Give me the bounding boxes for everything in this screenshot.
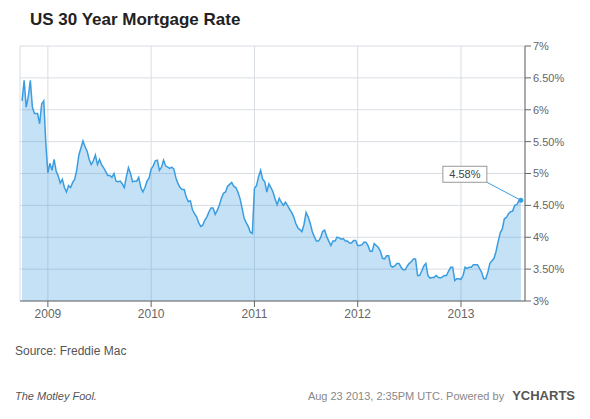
svg-text:4.58%: 4.58% <box>449 168 480 180</box>
html-text:The Motley Fool.: The Motley Fool. <box>15 389 97 402</box>
html-text:US 30 Year Mortgage Rate: US 30 Year Mortgage Rate <box>30 10 241 29</box>
svg-text:3%: 3% <box>533 295 549 307</box>
svg-text:2011: 2011 <box>242 307 268 321</box>
svg-text:3.50%: 3.50% <box>533 263 564 275</box>
html-text:YCHARTS: YCHARTS <box>512 388 575 403</box>
svg-text:7%: 7% <box>533 40 549 52</box>
svg-text:2013: 2013 <box>448 307 475 321</box>
svg-text:4%: 4% <box>533 231 549 243</box>
svg-text:5%: 5% <box>533 167 549 179</box>
svg-text:6.50%: 6.50% <box>533 72 564 84</box>
svg-text:2010: 2010 <box>138 307 165 321</box>
html-text:Source: Freddie Mac: Source: Freddie Mac <box>15 344 127 358</box>
html-text:Aug 23 2013, 2:35PM UTC. Power: Aug 23 2013, 2:35PM UTC. Powered by <box>307 389 505 402</box>
svg-text:2012: 2012 <box>344 307 371 321</box>
svg-text:4.50%: 4.50% <box>533 199 564 211</box>
svg-text:6%: 6% <box>533 104 549 116</box>
svg-text:5.50%: 5.50% <box>533 136 564 148</box>
svg-text:2009: 2009 <box>35 307 62 321</box>
